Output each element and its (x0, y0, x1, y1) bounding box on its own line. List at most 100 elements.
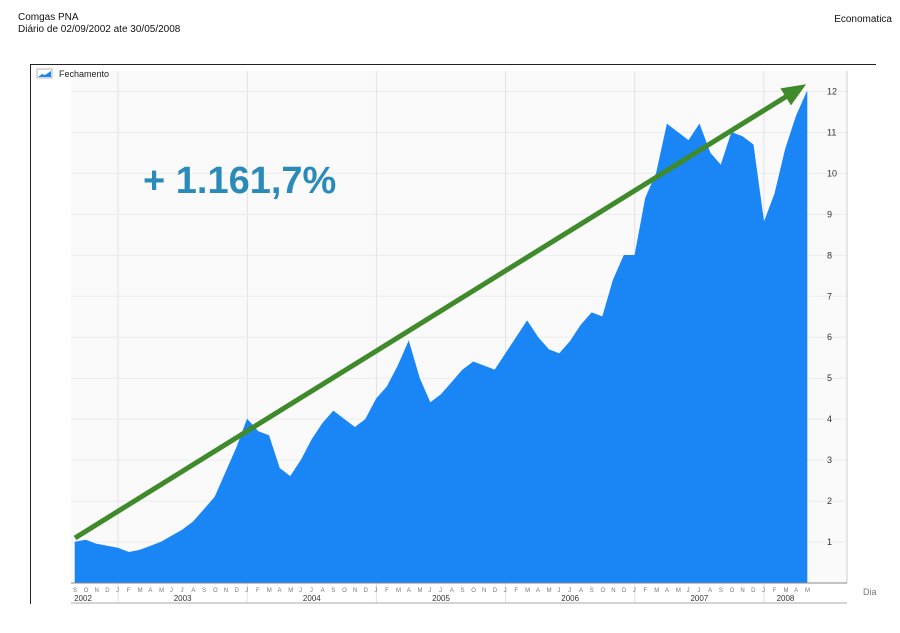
month-tick-label: O (84, 588, 89, 594)
y-tick-label: 2 (827, 496, 832, 506)
y-tick-label: 12 (827, 86, 837, 96)
month-tick-label: J (181, 588, 184, 594)
month-tick-label: M (267, 588, 272, 594)
area-series-fechamento (74, 91, 808, 584)
chart-subtitle: Diário de 02/09/2002 ate 30/05/2008 (18, 24, 181, 35)
month-tick-label: O (342, 588, 347, 594)
month-tick-label: A (321, 588, 325, 594)
y-tick-label: 9 (827, 209, 832, 219)
month-tick-label: J (439, 588, 442, 594)
month-tick-label: M (547, 588, 552, 594)
month-tick-label: M (654, 588, 659, 594)
month-tick-label: O (471, 588, 476, 594)
y-tick-label: 7 (827, 291, 832, 301)
month-tick-label: N (224, 588, 228, 594)
month-tick-label: D (364, 588, 369, 594)
month-tick-label: M (159, 588, 164, 594)
month-tick-label: D (234, 588, 239, 594)
month-tick-label: N (611, 588, 615, 594)
legend-label: Fechamento (59, 69, 109, 79)
month-tick-label: S (719, 588, 723, 594)
month-tick-label: M (288, 588, 293, 594)
year-label: 2005 (432, 594, 450, 603)
month-tick-label: J (687, 588, 690, 594)
month-tick-label: J (245, 588, 248, 594)
month-tick-label: A (450, 588, 454, 594)
month-tick-label: F (773, 588, 777, 594)
x-axis-label: Dia (863, 587, 877, 597)
trend-arrow-line (73, 85, 803, 541)
year-label: 2006 (561, 594, 579, 603)
month-tick-label: F (514, 588, 518, 594)
month-tick-label: J (374, 588, 377, 594)
month-tick-label: N (95, 588, 99, 594)
year-label: 2004 (303, 594, 321, 603)
month-tick-label: D (751, 588, 756, 594)
month-tick-label: J (170, 588, 173, 594)
month-tick-label: S (73, 588, 77, 594)
chart-title: Comgas PNA (18, 12, 79, 23)
y-tick-label: 8 (827, 250, 832, 260)
month-tick-label: D (105, 588, 110, 594)
y-tick-label: 1 (827, 537, 832, 547)
y-tick-label: 5 (827, 373, 832, 383)
month-tick-label: J (299, 588, 302, 594)
month-tick-label: O (730, 588, 735, 594)
month-tick-label: O (213, 588, 218, 594)
month-tick-label: J (504, 588, 507, 594)
month-tick-label: J (762, 588, 765, 594)
month-tick-label: F (127, 588, 131, 594)
y-tick-label: 10 (827, 168, 837, 178)
year-label: 2003 (174, 594, 192, 603)
y-tick-label: 6 (827, 332, 832, 342)
performance-annotation: + 1.161,7% (143, 160, 336, 202)
month-tick-label: S (461, 588, 465, 594)
year-label: 2007 (690, 594, 708, 603)
month-tick-label: M (783, 588, 788, 594)
y-tick-label: 3 (827, 455, 832, 465)
month-tick-label: J (697, 588, 700, 594)
month-tick-label: M (805, 588, 810, 594)
y-tick-label: 11 (827, 127, 836, 137)
month-tick-label: O (600, 588, 605, 594)
month-tick-label: J (310, 588, 313, 594)
trend-arrow-head (780, 84, 807, 106)
month-tick-label: J (633, 588, 636, 594)
month-tick-label: M (138, 588, 143, 594)
chart-frame: 1 2 3 4 5 6 7 8 9 10 11 12 S O N D J F M A M J J A S O N D J F M A M J J A S… (30, 64, 877, 605)
month-tick-label: D (622, 588, 627, 594)
month-tick-label: S (590, 588, 594, 594)
month-tick-label: S (331, 588, 335, 594)
month-tick-label: D (493, 588, 498, 594)
month-tick-label: N (482, 588, 486, 594)
legend-area-icon (38, 71, 51, 77)
month-tick-label: A (148, 588, 152, 594)
data-source: Economatica (834, 14, 892, 25)
y-tick-label: 4 (827, 414, 832, 424)
month-tick-label: F (385, 588, 389, 594)
month-tick-label: J (428, 588, 431, 594)
legend-swatch-frame (36, 68, 53, 79)
month-tick-label: F (256, 588, 260, 594)
month-tick-label: M (525, 588, 530, 594)
month-tick-label: N (740, 588, 744, 594)
month-tick-label: A (278, 588, 282, 594)
year-label: 2008 (777, 594, 795, 603)
month-tick-label: F (644, 588, 648, 594)
month-tick-label: N (353, 588, 357, 594)
chart-header: Comgas PNA Diário de 02/09/2002 ate 30/0… (18, 12, 180, 36)
month-tick-label: A (191, 588, 195, 594)
month-tick-label: M (396, 588, 401, 594)
month-tick-label: M (676, 588, 681, 594)
month-tick-label: A (579, 588, 583, 594)
month-tick-label: A (708, 588, 712, 594)
month-tick-label: A (665, 588, 669, 594)
month-tick-label: A (794, 588, 798, 594)
month-tick-label: J (557, 588, 560, 594)
month-tick-label: A (407, 588, 411, 594)
month-tick-label: M (417, 588, 422, 594)
month-tick-label: J (568, 588, 571, 594)
month-tick-label: A (536, 588, 540, 594)
month-tick-label: J (116, 588, 119, 594)
